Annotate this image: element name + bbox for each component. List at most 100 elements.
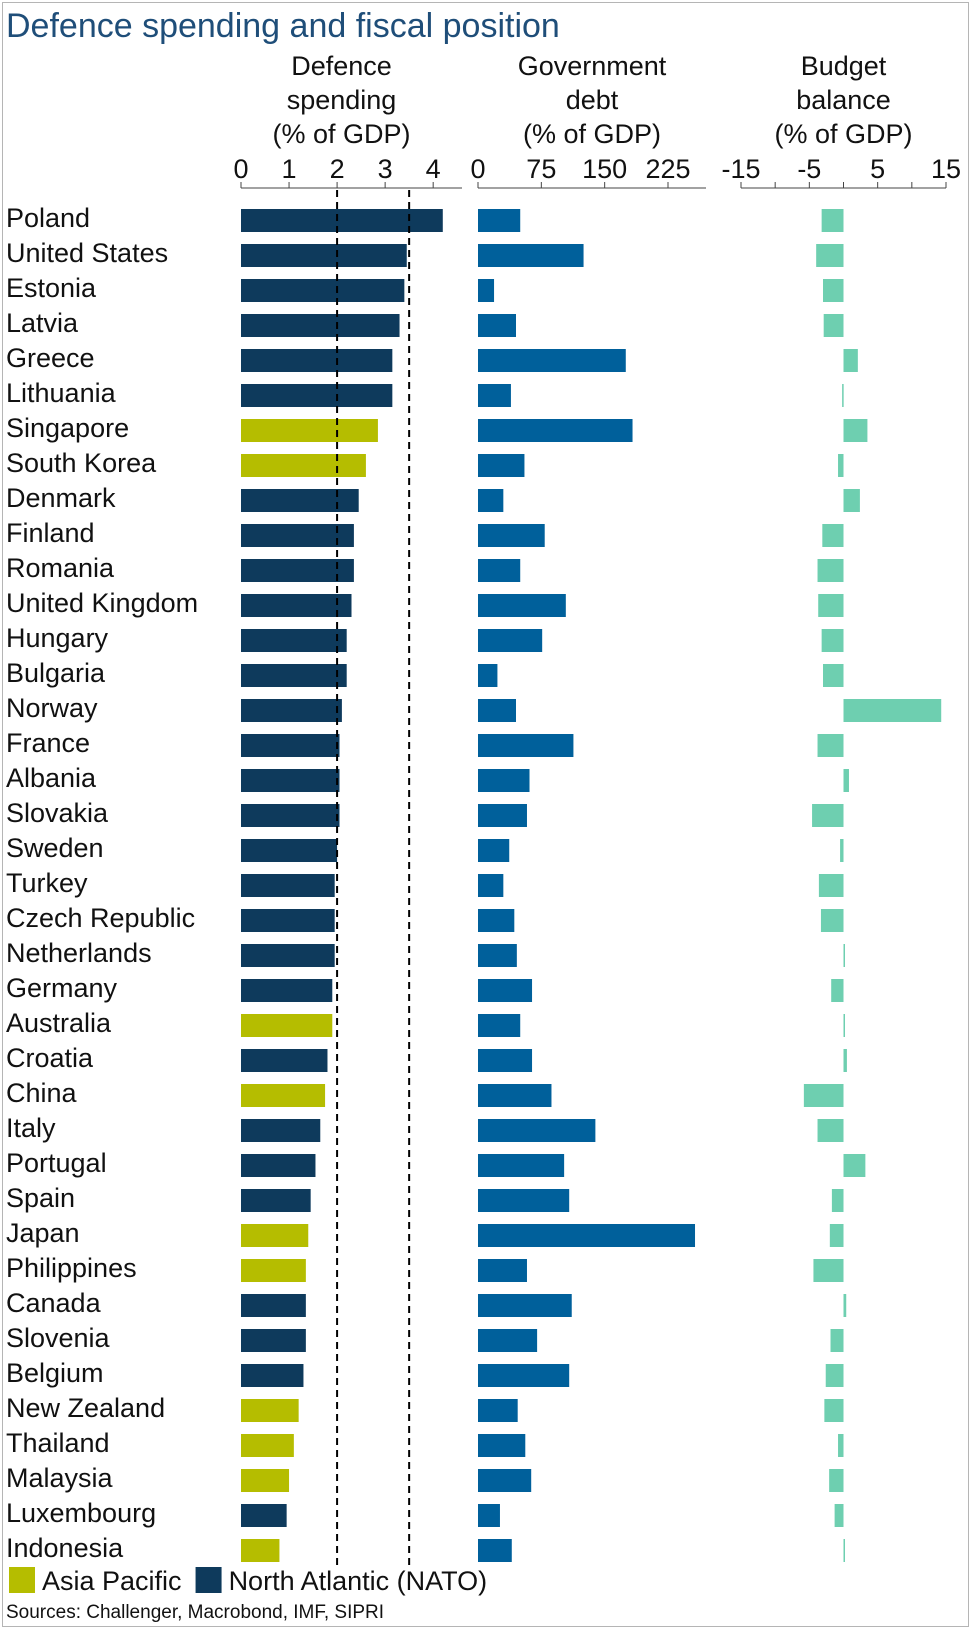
category-label: Netherlands bbox=[6, 938, 152, 968]
tick-label-defence: 3 bbox=[378, 154, 393, 184]
bar-balance bbox=[842, 384, 844, 407]
bar-debt bbox=[478, 1189, 570, 1212]
bar-debt bbox=[478, 1049, 533, 1072]
category-label: Germany bbox=[6, 973, 118, 1003]
panel-title-debt: debt bbox=[566, 85, 619, 115]
bar-debt bbox=[478, 1504, 500, 1527]
bar-defence bbox=[241, 804, 340, 827]
bar-defence bbox=[241, 1189, 311, 1212]
bar-debt bbox=[478, 909, 515, 932]
bar-defence bbox=[241, 1084, 326, 1107]
bar-balance bbox=[843, 349, 858, 372]
category-label: Philippines bbox=[6, 1253, 137, 1283]
bar-debt bbox=[478, 1259, 527, 1282]
bar-balance bbox=[843, 1539, 845, 1562]
bar-balance bbox=[843, 1294, 847, 1317]
bar-defence bbox=[241, 349, 393, 372]
tick-label-balance: -15 bbox=[721, 154, 760, 184]
category-label: Denmark bbox=[6, 483, 116, 513]
bar-debt bbox=[478, 1294, 572, 1317]
bar-balance bbox=[817, 1119, 844, 1142]
bar-debt bbox=[478, 349, 626, 372]
category-label: Norway bbox=[6, 693, 98, 723]
bar-balance bbox=[831, 979, 844, 1002]
bar-debt bbox=[478, 1014, 521, 1037]
category-label: Belgium bbox=[6, 1358, 104, 1388]
category-label: Turkey bbox=[6, 868, 88, 898]
bar-defence bbox=[241, 1329, 306, 1352]
bar-debt bbox=[478, 384, 511, 407]
category-label: France bbox=[6, 728, 90, 758]
bar-balance bbox=[840, 839, 844, 862]
bar-debt bbox=[478, 454, 525, 477]
tick-label-balance: 5 bbox=[870, 154, 885, 184]
bar-defence bbox=[241, 734, 340, 757]
category-label: Canada bbox=[6, 1288, 102, 1318]
category-label: Indonesia bbox=[6, 1533, 124, 1563]
bar-debt bbox=[478, 314, 516, 337]
bar-debt bbox=[478, 244, 584, 267]
bar-defence bbox=[241, 384, 393, 407]
category-label: Estonia bbox=[6, 273, 97, 303]
bar-debt bbox=[478, 1154, 565, 1177]
bar-debt bbox=[478, 524, 545, 547]
category-label: Greece bbox=[6, 343, 95, 373]
panel-title-defence: Defence bbox=[291, 51, 392, 81]
bar-defence bbox=[241, 1119, 321, 1142]
bar-defence bbox=[241, 524, 354, 547]
tick-label-defence: 1 bbox=[282, 154, 297, 184]
category-label: Lithuania bbox=[6, 378, 117, 408]
bar-balance bbox=[824, 1399, 844, 1422]
category-label: Italy bbox=[6, 1113, 56, 1143]
category-label: Thailand bbox=[6, 1428, 110, 1458]
bar-debt bbox=[478, 874, 504, 897]
bar-defence bbox=[241, 769, 340, 792]
bar-balance bbox=[818, 594, 844, 617]
bar-balance bbox=[816, 244, 844, 267]
bar-balance bbox=[829, 1469, 844, 1492]
bar-debt bbox=[478, 1329, 538, 1352]
bar-defence bbox=[241, 1434, 294, 1457]
category-label: United States bbox=[6, 238, 168, 268]
bar-balance bbox=[823, 664, 844, 687]
bar-balance bbox=[834, 1504, 844, 1527]
bar-balance bbox=[817, 734, 844, 757]
category-label: China bbox=[6, 1078, 78, 1108]
bar-defence bbox=[241, 1504, 287, 1527]
category-label: Japan bbox=[6, 1218, 80, 1248]
bar-defence bbox=[241, 1049, 328, 1072]
bar-balance bbox=[829, 1224, 844, 1247]
bar-debt bbox=[478, 979, 533, 1002]
bar-debt bbox=[478, 1119, 596, 1142]
category-label: Albania bbox=[6, 763, 97, 793]
bar-defence bbox=[241, 1154, 316, 1177]
bar-defence bbox=[241, 559, 354, 582]
bar-defence bbox=[241, 839, 338, 862]
bar-defence bbox=[241, 664, 347, 687]
bar-defence bbox=[241, 1259, 306, 1282]
tick-label-debt: 150 bbox=[582, 154, 627, 184]
bar-balance bbox=[843, 1049, 847, 1072]
bar-debt bbox=[478, 734, 574, 757]
bar-debt bbox=[478, 769, 530, 792]
bar-defence bbox=[241, 979, 333, 1002]
bar-balance bbox=[812, 804, 844, 827]
bar-defence bbox=[241, 874, 335, 897]
category-label: Singapore bbox=[6, 413, 129, 443]
bar-balance bbox=[843, 489, 860, 512]
tick-label-debt: 75 bbox=[526, 154, 556, 184]
bar-defence bbox=[241, 909, 335, 932]
bar-debt bbox=[478, 699, 516, 722]
bar-debt bbox=[478, 1364, 570, 1387]
category-label: Malaysia bbox=[6, 1463, 114, 1493]
category-label: Sweden bbox=[6, 833, 104, 863]
bar-defence bbox=[241, 1294, 306, 1317]
bar-defence bbox=[241, 1399, 299, 1422]
bar-balance bbox=[813, 1259, 844, 1282]
tick-label-debt: 0 bbox=[470, 154, 485, 184]
category-label: United Kingdom bbox=[6, 588, 198, 618]
bar-debt bbox=[478, 1399, 518, 1422]
category-label: Croatia bbox=[6, 1043, 94, 1073]
